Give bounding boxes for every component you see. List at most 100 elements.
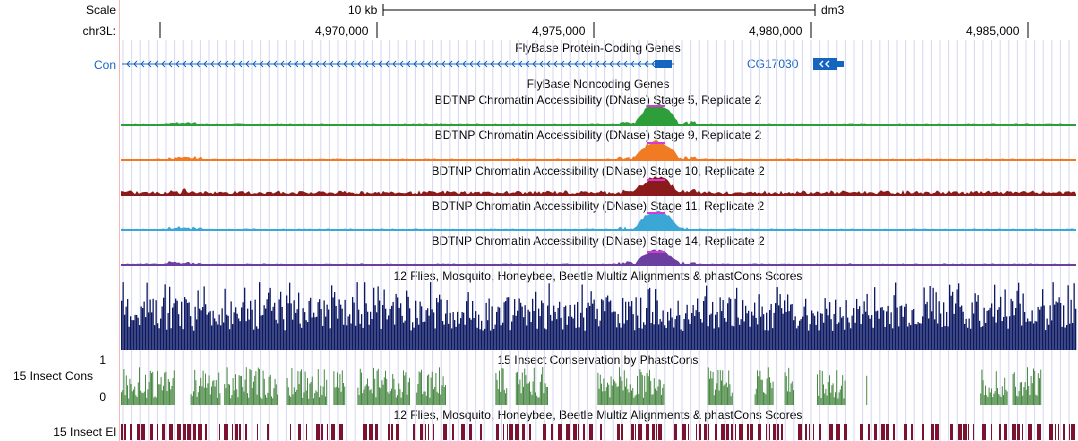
- cons-bar: [609, 397, 611, 405]
- multiz-bar: [374, 305, 376, 350]
- strand-arrow: [399, 60, 404, 68]
- cons-bar: [440, 394, 442, 405]
- cons-bar: [398, 383, 400, 405]
- cons-bar: [653, 378, 655, 405]
- conserved-element: [515, 424, 519, 440]
- multiz-bar: [1036, 321, 1038, 350]
- track-title-multiz[interactable]: 12 Flies, Mosquito, Honeybee, Beetle Mul…: [393, 269, 803, 283]
- multiz-bar: [521, 306, 523, 350]
- cons-bar: [632, 387, 634, 405]
- gene-label-con[interactable]: Con: [93, 58, 116, 72]
- cons-bar: [818, 395, 820, 405]
- multiz-bar: [721, 311, 723, 350]
- track-title-dnase-stage11[interactable]: BDTNP Chromatin Accessibility (DNase) St…: [431, 199, 765, 213]
- conserved-element: [1037, 424, 1041, 440]
- multiz-bar: [287, 303, 289, 350]
- cons-bar: [379, 387, 380, 405]
- multiz-bar: [365, 303, 367, 350]
- multiz-bar: [379, 300, 381, 350]
- cons-bar: [130, 384, 132, 405]
- strand-arrow: [609, 60, 614, 68]
- multiz-bar: [458, 323, 460, 350]
- cons-bar: [1004, 377, 1006, 405]
- cons-bar: [207, 383, 209, 405]
- cons-bar: [275, 384, 277, 405]
- multiz-bar: [1048, 324, 1050, 350]
- multiz-bar: [806, 315, 808, 350]
- multiz-bar: [131, 320, 133, 350]
- multiz-bar: [830, 319, 832, 350]
- multiz-bar: [676, 315, 678, 350]
- track-title-dnase-stage14[interactable]: BDTNP Chromatin Accessibility (DNase) St…: [431, 234, 765, 248]
- dnase-signal: [121, 103, 1076, 125]
- conserved-element: [704, 424, 707, 440]
- multiz-bar: [269, 287, 271, 350]
- multiz-bar: [136, 314, 138, 350]
- conserved-element: [805, 424, 807, 440]
- track-title-insect-el[interactable]: 12 Flies, Mosquito, Honeybee, Beetle Mul…: [393, 408, 803, 422]
- conserved-element: [239, 424, 241, 440]
- multiz-bar: [587, 302, 589, 350]
- conserved-element: [958, 424, 962, 440]
- cons-bar: [421, 369, 422, 405]
- multiz-bar: [788, 311, 790, 350]
- strand-arrow: [819, 60, 824, 68]
- cons-bar: [598, 388, 600, 405]
- cons-bar: [250, 370, 252, 405]
- multiz-bar: [409, 308, 411, 350]
- cons-bar: [302, 397, 304, 405]
- cons-bar: [827, 382, 829, 405]
- track-title-dnase-stage10[interactable]: BDTNP Chromatin Accessibility (DNase) St…: [431, 164, 765, 178]
- side-label-insect-el[interactable]: 15 Insect El: [53, 425, 116, 439]
- multiz-bar: [1051, 320, 1053, 350]
- cons-bar: [397, 395, 398, 405]
- multiz-bar: [593, 299, 595, 350]
- cons-bar: [376, 370, 378, 405]
- multiz-bar: [1070, 299, 1072, 350]
- multiz-bar: [367, 311, 369, 350]
- multiz-bar: [797, 325, 799, 350]
- cons-bar: [201, 386, 203, 405]
- conserved-element: [480, 424, 482, 440]
- multiz-bar: [655, 289, 657, 350]
- track-title-insect-cons[interactable]: 15 Insect Conservation by PhastCons: [497, 353, 699, 367]
- multiz-bar: [925, 304, 927, 350]
- cons-bar: [245, 367, 247, 405]
- cons-bar: [981, 369, 983, 405]
- strand-arrow: [371, 60, 376, 68]
- conserved-element: [452, 424, 454, 440]
- conserved-element: [1028, 424, 1032, 440]
- cons-bar: [297, 371, 299, 405]
- multiz-bar: [281, 306, 283, 350]
- cons-bar: [617, 386, 619, 405]
- strand-arrow: [623, 60, 628, 68]
- multiz-bar: [692, 304, 694, 350]
- track-title-dnase-stage5[interactable]: BDTNP Chromatin Accessibility (DNase) St…: [434, 93, 762, 107]
- multiz-bar: [862, 314, 864, 350]
- side-label-insect-cons[interactable]: 15 Insect Cons: [12, 369, 93, 383]
- cons-bar: [604, 391, 606, 405]
- multiz-bar: [781, 308, 783, 350]
- multiz-bar: [671, 317, 673, 350]
- conserved-element: [245, 424, 247, 440]
- cons-bar: [271, 396, 272, 405]
- multiz-bar: [1045, 330, 1047, 350]
- axis-min-label: 0: [99, 390, 106, 404]
- cons-bar: [442, 376, 444, 405]
- conserved-element: [809, 424, 810, 440]
- conserved-element: [169, 424, 173, 440]
- cons-bar: [196, 396, 198, 405]
- track-title-noncoding[interactable]: FlyBase Noncoding Genes: [526, 77, 670, 91]
- track-title-dnase-stage9[interactable]: BDTNP Chromatin Accessibility (DNase) St…: [434, 128, 762, 142]
- cons-bar: [1012, 373, 1014, 405]
- conserved-element: [635, 424, 636, 440]
- cons-bar: [137, 382, 139, 405]
- multiz-bar: [527, 309, 529, 350]
- strand-arrow: [511, 60, 516, 68]
- cons-bar: [441, 385, 443, 405]
- cons-bar: [614, 381, 616, 405]
- cons-bar: [767, 367, 769, 405]
- multiz-bar: [556, 319, 558, 350]
- multiz-bar: [628, 301, 630, 350]
- gene-models[interactable]: [122, 58, 844, 70]
